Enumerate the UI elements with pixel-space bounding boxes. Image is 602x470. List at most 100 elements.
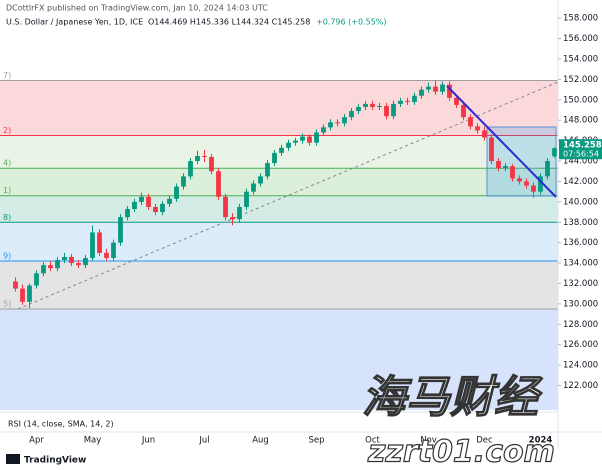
candle-body <box>209 156 214 172</box>
fib-band <box>0 222 558 262</box>
fib-label: 5) <box>3 299 11 308</box>
x-tick-label: Nov <box>420 436 437 446</box>
candle-body <box>195 155 200 162</box>
watermark: 海马财经 <box>362 372 543 423</box>
candle-body <box>153 206 158 213</box>
candle-body <box>237 206 242 220</box>
candle-body <box>398 100 403 104</box>
y-tick-label: 134.000 <box>563 259 598 269</box>
candle-body <box>461 104 466 118</box>
x-tick-label: Apr <box>29 436 44 446</box>
y-tick-label: 142.000 <box>563 177 598 187</box>
y-tick-label: 158.000 <box>563 14 598 24</box>
candle-body <box>419 89 424 96</box>
candle-body <box>531 185 536 192</box>
candle-body <box>349 111 354 118</box>
candle-body <box>104 252 109 258</box>
x-tick-label: May <box>84 436 102 446</box>
candle-body <box>510 166 515 179</box>
x-tick-label: Jul <box>198 436 209 446</box>
candle-body <box>167 198 172 204</box>
candle-body <box>342 117 347 124</box>
candle-body <box>293 140 298 143</box>
candle-body <box>454 97 459 105</box>
candle-body <box>384 105 389 117</box>
y-tick-label: 122.000 <box>563 381 598 391</box>
candle-body <box>20 288 25 302</box>
candle-body <box>426 86 431 90</box>
candle-body <box>496 161 501 169</box>
fib-band <box>0 195 558 223</box>
candle-body <box>377 105 382 107</box>
y-tick-label: 154.000 <box>563 55 598 65</box>
candle-body <box>356 106 361 112</box>
candle-body <box>230 217 235 220</box>
candle-body <box>132 201 137 209</box>
downtrend-line <box>446 85 557 198</box>
candle-body <box>118 217 123 243</box>
ohlc: O144.469 H145.336 L144.324 C145.258 <box>148 18 310 27</box>
countdown: 07:56:54 <box>563 150 599 159</box>
fib-label: 7) <box>3 71 11 80</box>
candle-body <box>391 103 396 117</box>
change: +0.796 (+0.55%) <box>316 18 387 27</box>
candle-body <box>139 196 144 202</box>
candle-body <box>447 84 452 98</box>
candle-body <box>363 103 368 107</box>
candle-body <box>307 136 312 143</box>
candle-body <box>545 161 550 177</box>
y-tick-label: 150.000 <box>563 95 598 105</box>
fib-band <box>0 80 558 136</box>
y-tick-label: 130.000 <box>563 299 598 309</box>
axis: 122.000 124.000 126.000 128.000 130.000 132.0… <box>29 14 602 446</box>
candle-body <box>433 86 438 92</box>
fib-label: 9) <box>3 252 11 261</box>
candle-body <box>272 152 277 164</box>
candle-body <box>265 163 270 177</box>
symbol: U.S. Dollar / Japanese Yen, 1D, ICE <box>6 18 143 27</box>
candle-body <box>321 127 326 133</box>
dashed-trendline <box>17 81 559 310</box>
brand: TradingView <box>24 456 86 466</box>
candle-body <box>475 126 480 131</box>
candle-body <box>62 256 67 261</box>
candle-body <box>181 176 186 187</box>
indicator-label: RSI (14, close, SMA, 14, 2) <box>8 420 114 429</box>
candle-body <box>468 117 473 127</box>
candle-body <box>188 161 193 177</box>
candle-body <box>251 183 256 192</box>
candles <box>13 80 557 308</box>
candle-body <box>489 137 494 162</box>
candle-body <box>538 176 543 192</box>
y-tick-label: 156.000 <box>563 34 598 44</box>
y-tick-label: 152.000 <box>563 75 598 85</box>
candle-body <box>216 171 221 197</box>
candle-body <box>146 196 151 207</box>
candle-body <box>34 273 39 286</box>
candle-body <box>111 242 116 258</box>
y-tick-label: 126.000 <box>563 340 598 350</box>
publisher: DCottlrFX published on TradingView.com, … <box>6 4 268 13</box>
candle-body <box>90 232 95 258</box>
candle-body <box>503 166 508 169</box>
candle-body <box>55 260 60 269</box>
last-price-tag <box>559 139 602 160</box>
candle-body <box>202 155 207 157</box>
candle-body <box>314 132 319 143</box>
fib-label: 1) <box>3 186 11 195</box>
fib-band <box>0 168 558 196</box>
candle-body <box>83 257 88 266</box>
fib-band <box>0 308 558 410</box>
candle-body <box>517 178 522 182</box>
x-tick-label: Jun <box>141 436 155 446</box>
fib-label: 4) <box>3 159 11 168</box>
y-tick-label: 148.000 <box>563 116 598 126</box>
candle-body <box>258 176 263 184</box>
x-tick-label: 2024 <box>529 436 553 446</box>
candle-body <box>328 122 333 128</box>
price-axis <box>558 0 602 470</box>
candle-body <box>41 265 46 274</box>
y-tick-label: 132.000 <box>563 279 598 289</box>
brand-logo <box>6 454 20 464</box>
